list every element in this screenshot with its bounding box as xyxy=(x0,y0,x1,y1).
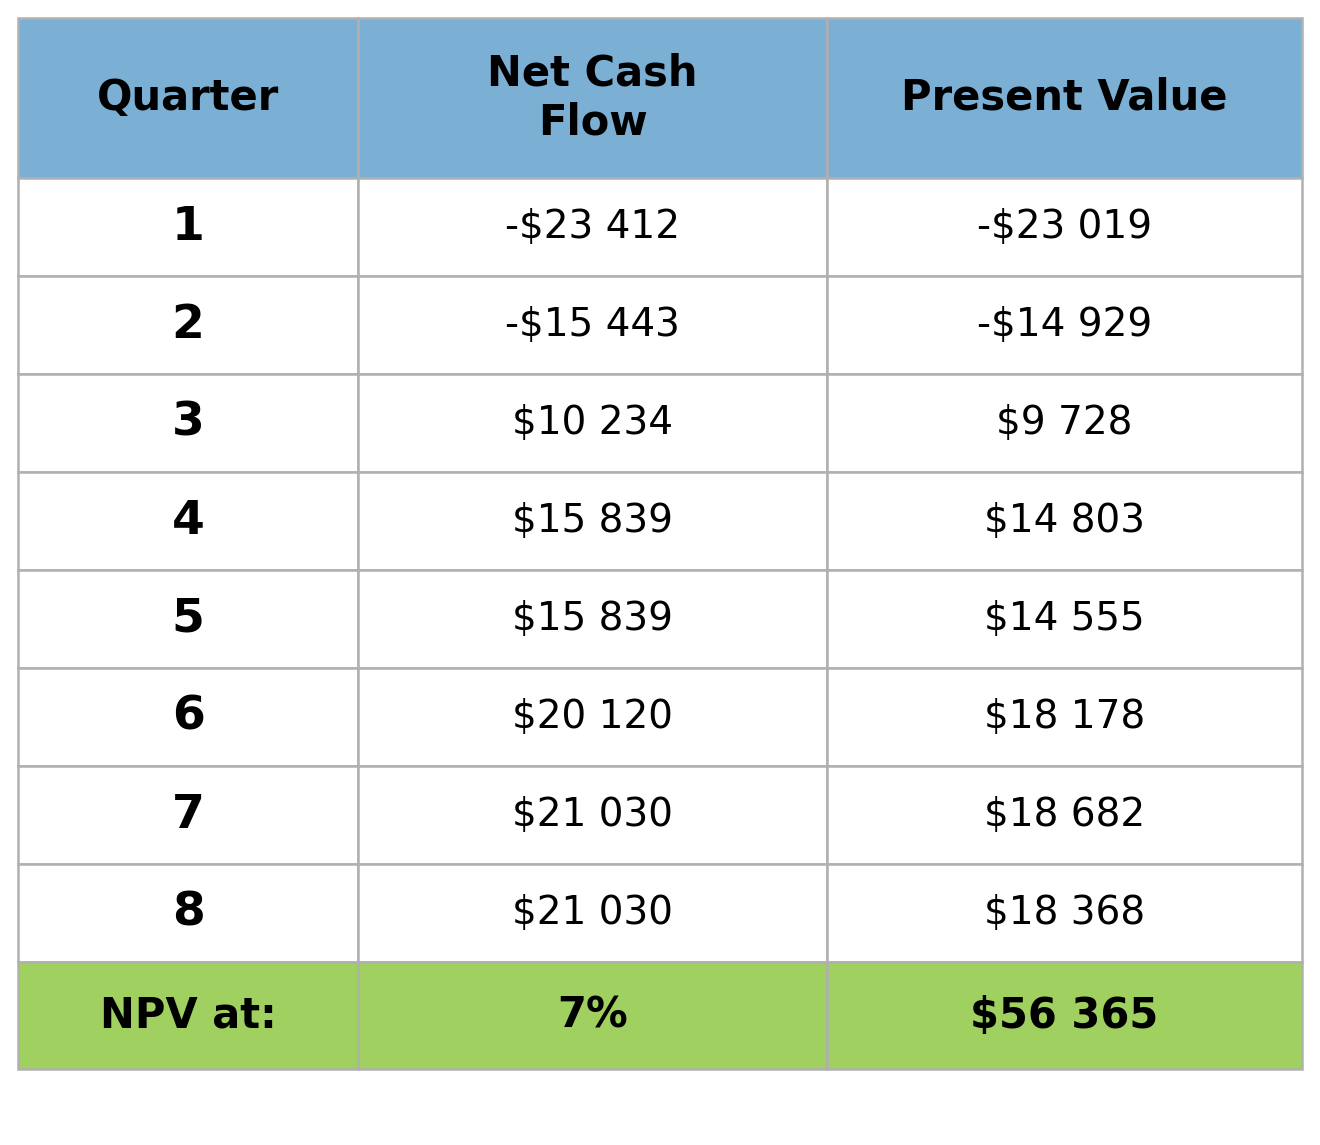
Bar xyxy=(826,374,1302,472)
Text: -$14 929: -$14 929 xyxy=(977,306,1152,344)
Text: $20 120: $20 120 xyxy=(512,698,673,736)
Bar xyxy=(358,864,826,962)
Text: 2: 2 xyxy=(172,302,205,347)
Bar xyxy=(18,374,358,472)
Text: 6: 6 xyxy=(172,695,205,740)
Text: -$23 412: -$23 412 xyxy=(506,208,680,246)
Text: -$23 019: -$23 019 xyxy=(977,208,1152,246)
Text: 4: 4 xyxy=(172,498,205,544)
Text: 8: 8 xyxy=(172,891,205,935)
Text: 7: 7 xyxy=(172,792,205,837)
Bar xyxy=(358,177,826,276)
Text: -$15 443: -$15 443 xyxy=(506,306,680,344)
Bar xyxy=(826,766,1302,864)
Text: $21 030: $21 030 xyxy=(512,796,673,834)
Bar xyxy=(18,766,358,864)
Bar xyxy=(18,177,358,276)
Bar xyxy=(826,276,1302,374)
Bar xyxy=(826,864,1302,962)
Text: $18 368: $18 368 xyxy=(983,894,1144,932)
Bar xyxy=(358,668,826,766)
Text: Quarter: Quarter xyxy=(96,77,280,119)
Bar xyxy=(826,18,1302,177)
Bar xyxy=(18,276,358,374)
Bar xyxy=(826,962,1302,1069)
Bar xyxy=(18,864,358,962)
Text: $18 682: $18 682 xyxy=(983,796,1144,834)
Text: NPV at:: NPV at: xyxy=(100,995,276,1036)
Text: $14 803: $14 803 xyxy=(983,502,1144,540)
Text: 7%: 7% xyxy=(557,995,628,1036)
Text: 3: 3 xyxy=(172,401,205,445)
Bar xyxy=(18,570,358,668)
Text: Net Cash
Flow: Net Cash Flow xyxy=(487,53,698,143)
Text: 5: 5 xyxy=(172,597,205,641)
Text: $15 839: $15 839 xyxy=(512,600,673,638)
Text: $10 234: $10 234 xyxy=(512,404,673,442)
Bar xyxy=(826,570,1302,668)
Text: $9 728: $9 728 xyxy=(997,404,1133,442)
Bar xyxy=(358,766,826,864)
Text: $18 178: $18 178 xyxy=(983,698,1144,736)
Bar xyxy=(826,668,1302,766)
Bar xyxy=(826,472,1302,570)
Bar xyxy=(18,668,358,766)
Text: $21 030: $21 030 xyxy=(512,894,673,932)
Text: $15 839: $15 839 xyxy=(512,502,673,540)
Bar xyxy=(358,374,826,472)
Text: Present Value: Present Value xyxy=(902,77,1228,119)
Bar xyxy=(358,472,826,570)
Bar xyxy=(826,177,1302,276)
Bar xyxy=(358,962,826,1069)
Text: 1: 1 xyxy=(172,205,205,250)
Bar xyxy=(18,962,358,1069)
Bar xyxy=(358,18,826,177)
Text: $56 365: $56 365 xyxy=(970,995,1159,1036)
Bar xyxy=(358,570,826,668)
Text: $14 555: $14 555 xyxy=(985,600,1144,638)
Bar xyxy=(18,18,358,177)
Bar xyxy=(18,472,358,570)
Bar xyxy=(358,276,826,374)
